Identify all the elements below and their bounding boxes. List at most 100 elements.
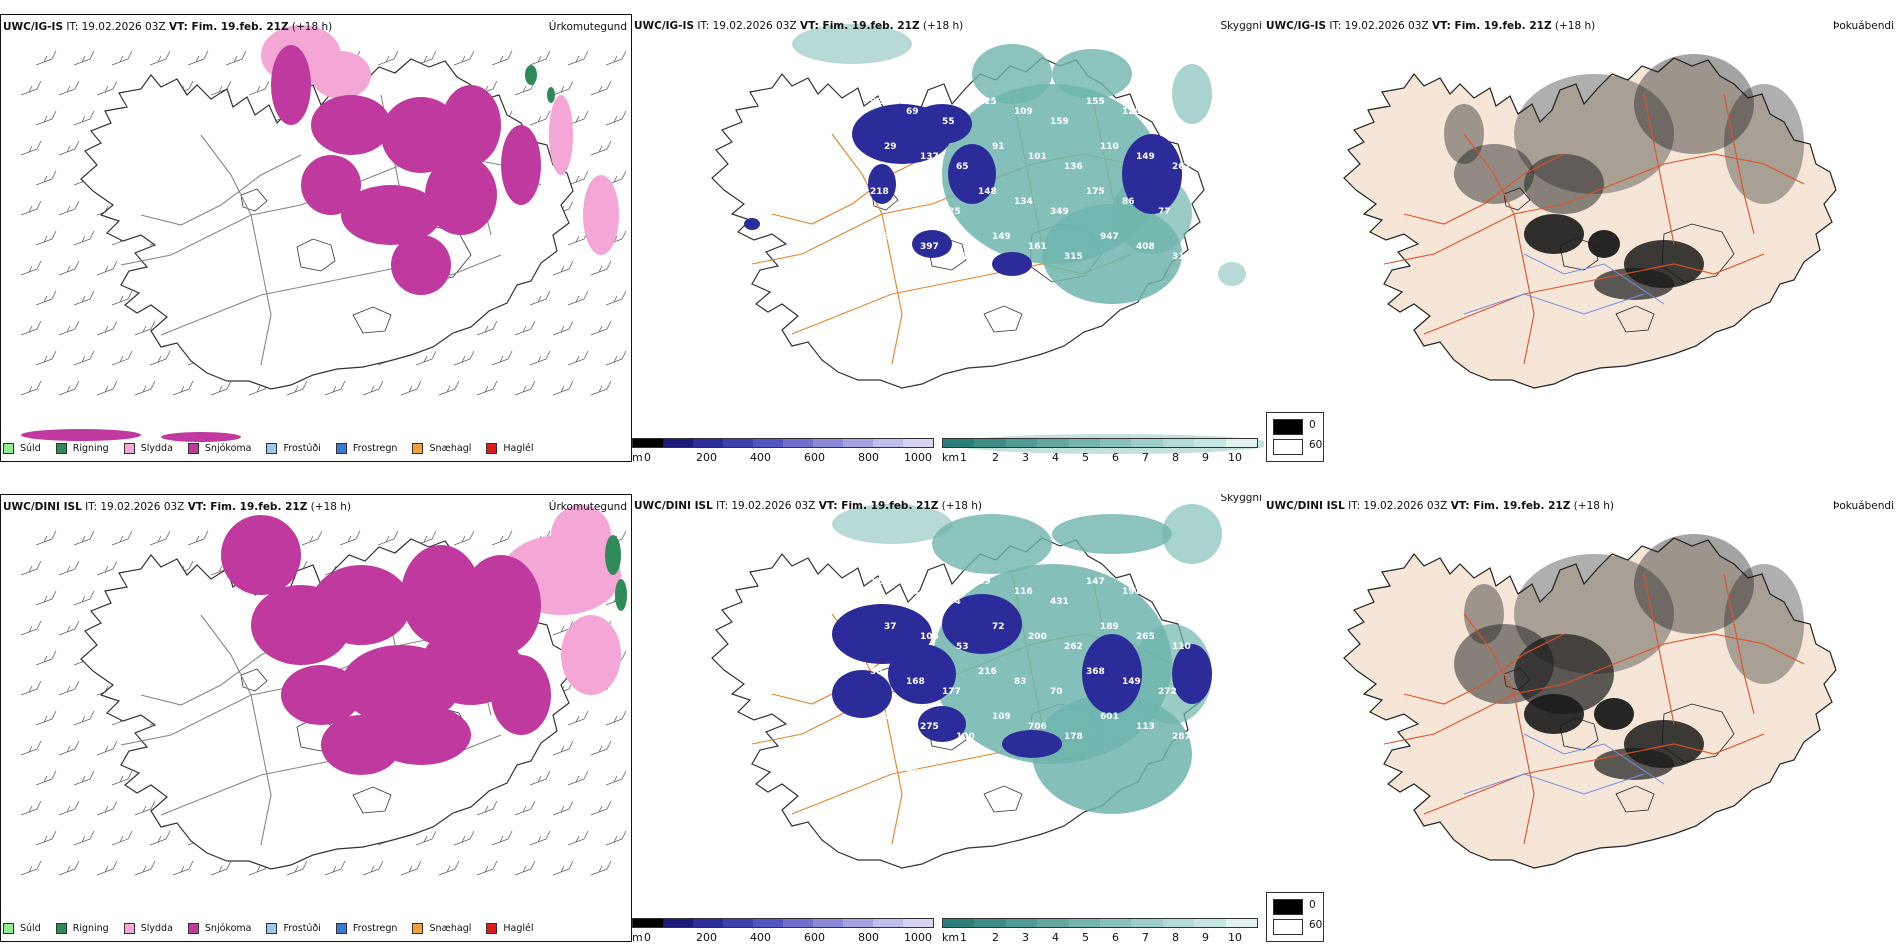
ceiling-value-label: 77 bbox=[1158, 207, 1171, 217]
wind-barb bbox=[453, 50, 475, 66]
wind-barb bbox=[96, 80, 118, 96]
road-line bbox=[1423, 733, 1765, 815]
ceiling-value-label: 368 bbox=[884, 232, 903, 242]
colorbar-segment bbox=[1162, 439, 1195, 447]
wind-barb bbox=[58, 260, 80, 276]
legend-swatch bbox=[3, 442, 14, 454]
legend-label: Frostregn bbox=[352, 442, 398, 454]
ceiling-value-label: 109 bbox=[1014, 107, 1033, 117]
wind-barb bbox=[58, 680, 80, 696]
colorbar-tick-label: 400 bbox=[750, 931, 771, 942]
colorbar-tick-label: 200 bbox=[696, 931, 717, 942]
sleet-area bbox=[551, 505, 611, 565]
ceiling-value-label: 397 bbox=[920, 242, 939, 252]
precip-legend-item: Slydda bbox=[123, 442, 173, 454]
glacier-outline bbox=[1503, 187, 1531, 211]
legend-swatch bbox=[335, 922, 347, 934]
colorbar-tick-label: 7 bbox=[1142, 931, 1149, 942]
lead-time: (+18 h) bbox=[922, 20, 964, 32]
colorbar-tick-label: 6 bbox=[1112, 451, 1119, 462]
init-time: IT: 19.02.2026 03Z bbox=[1329, 20, 1429, 32]
colorbar-tick-label: 4 bbox=[1052, 931, 1059, 942]
legend-swatch bbox=[123, 922, 135, 934]
ceiling-value-label: 125 bbox=[978, 97, 997, 107]
ceiling-value-label: 349 bbox=[1050, 207, 1069, 217]
colorbar-tick-label: 10 bbox=[1228, 451, 1242, 462]
colorbar-segment bbox=[943, 439, 975, 447]
wind-barb bbox=[20, 800, 42, 816]
colorbar-segment bbox=[1131, 919, 1163, 927]
snow-area bbox=[301, 155, 361, 215]
colorbar-tick-label: 600 bbox=[804, 451, 825, 462]
wind-barb bbox=[96, 740, 118, 756]
colorbar-segment bbox=[1194, 439, 1226, 447]
model-name: UWC/IG-IS bbox=[634, 20, 695, 32]
valid-time: VT: Fim. 19.feb. 21Z bbox=[1450, 500, 1571, 512]
wind-barb bbox=[73, 710, 95, 726]
colorbar-segment bbox=[753, 439, 783, 447]
ceiling-colorbar-top: m 0 200 400 600 800 1000 bbox=[632, 438, 934, 462]
wind-barb bbox=[605, 50, 627, 66]
wind-barb bbox=[552, 260, 574, 276]
legend-swatch bbox=[123, 442, 135, 454]
snow-area bbox=[271, 45, 311, 125]
field-title-fog: Þokuábendi bbox=[1833, 500, 1894, 512]
colorbar-tick-label: 5 bbox=[1082, 931, 1089, 942]
snow-area bbox=[401, 545, 481, 645]
wind-barb bbox=[35, 170, 57, 186]
colorbar-strip bbox=[632, 918, 934, 928]
visibility-area bbox=[1032, 694, 1192, 814]
wind-barb bbox=[35, 830, 57, 846]
snow-area bbox=[281, 665, 361, 725]
lead-time: (+18 h) bbox=[291, 21, 333, 33]
ceiling-value-label: 148 bbox=[978, 187, 997, 197]
visibility-area bbox=[1218, 262, 1246, 286]
ceiling-map-bottom: 114 98 194 89 116 431 147 191 134 37 106 53 72 200 262… bbox=[711, 504, 1222, 869]
fog-panel-bottom: UWC/DINI ISL IT: 19.02.2026 03Z VT: Fim.… bbox=[1264, 494, 1900, 942]
ceiling-area bbox=[744, 218, 760, 230]
wind-barb bbox=[134, 320, 156, 336]
wind-barb bbox=[514, 800, 536, 816]
ceiling-value-label: 200 bbox=[1028, 632, 1047, 642]
colorbar-tick-label: 3 bbox=[1022, 931, 1029, 942]
wind-barb bbox=[58, 560, 80, 576]
road-line bbox=[1643, 93, 1675, 245]
wind-barb bbox=[567, 290, 589, 306]
ceiling-value-label: 287 bbox=[1172, 732, 1191, 742]
colorbar-segment bbox=[843, 439, 873, 447]
colorbar-tick-label: 800 bbox=[858, 451, 879, 462]
wind-barb bbox=[377, 530, 399, 546]
fog-panel-top: UWC/IG-IS IT: 19.02.2026 03Z VT: Fim. 19… bbox=[1264, 14, 1900, 462]
colorbar-segment bbox=[873, 919, 903, 927]
panel-header-bottom-left: UWC/DINI ISL IT: 19.02.2026 03Z VT: Fim.… bbox=[3, 501, 351, 513]
colorbar-segment bbox=[1037, 439, 1069, 447]
precip-legend-item: Snæhagl bbox=[412, 922, 471, 934]
wind-barb bbox=[590, 80, 612, 96]
wind-barb bbox=[35, 350, 57, 366]
field-title-ceiling: Skyggni bbox=[1220, 20, 1263, 32]
wind-barb bbox=[58, 800, 80, 816]
wind-barb bbox=[96, 560, 118, 576]
colorbar-segment bbox=[1005, 439, 1038, 447]
ceiling-value-label: 218 bbox=[870, 187, 889, 197]
legend-swatch bbox=[412, 442, 424, 454]
wind-barb bbox=[590, 380, 612, 396]
wind-barb bbox=[73, 110, 95, 126]
wind-barb bbox=[225, 50, 247, 66]
colorbar-tick-label: 5 bbox=[1082, 451, 1089, 462]
wind-barb bbox=[362, 860, 384, 876]
wind-barb bbox=[210, 860, 232, 876]
colorbar-strip bbox=[632, 438, 934, 448]
colorbar-segment bbox=[974, 919, 1006, 927]
wind-barb bbox=[35, 650, 57, 666]
colorbar-tick-label: 3 bbox=[1022, 451, 1029, 462]
road-line bbox=[1723, 93, 1755, 235]
ceiling-area bbox=[912, 230, 952, 258]
wind-barb bbox=[567, 170, 589, 186]
wind-barb bbox=[172, 860, 194, 876]
legend-label: Rigning bbox=[72, 442, 109, 454]
iceland-map: 114 98 194 89 116 431 147 191 134 37 106 53 72 200 262… bbox=[711, 504, 1222, 869]
road-line bbox=[1463, 133, 1535, 365]
precip-legend-item: Snæhagl bbox=[412, 442, 471, 454]
wind-barb bbox=[134, 800, 156, 816]
